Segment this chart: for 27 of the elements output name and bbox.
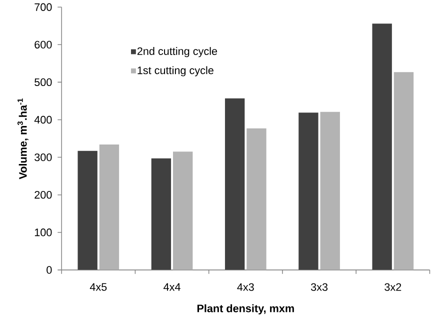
- legend-label: 1st cutting cycle: [138, 66, 214, 76]
- bar: [173, 152, 193, 270]
- y-tick-label: 500: [34, 78, 52, 86]
- y-axis-title: Volume, m$^{3}$.ha$^{-1}$: [17, 98, 28, 180]
- y-tick-label: 0: [46, 266, 52, 274]
- bar: [320, 112, 340, 270]
- x-tick-label: 4x3: [237, 283, 254, 291]
- bar: [99, 144, 120, 270]
- x-tick-label: 3x2: [384, 283, 402, 291]
- bar: [151, 158, 172, 270]
- x-tick-label: 3x3: [310, 283, 328, 291]
- bar: [372, 24, 392, 270]
- bar: [394, 72, 414, 270]
- x-tick-label: 4x5: [90, 283, 107, 291]
- bar: [78, 150, 98, 270]
- y-tick-label: 300: [34, 153, 52, 162]
- y-tick-label: 100: [34, 228, 52, 236]
- bar: [224, 98, 245, 270]
- y-tick-label: 600: [34, 40, 52, 48]
- bar: [298, 112, 318, 270]
- bar: [246, 128, 266, 270]
- y-tick-label: 200: [34, 190, 52, 199]
- y-tick-label: 400: [34, 116, 52, 124]
- x-tick-label: 4x4: [164, 283, 180, 291]
- x-axis-title: Plant density, mxm: [197, 304, 294, 314]
- legend-label: 2nd cutting cycle: [137, 46, 218, 58]
- y-tick-label: 700: [34, 3, 52, 11]
